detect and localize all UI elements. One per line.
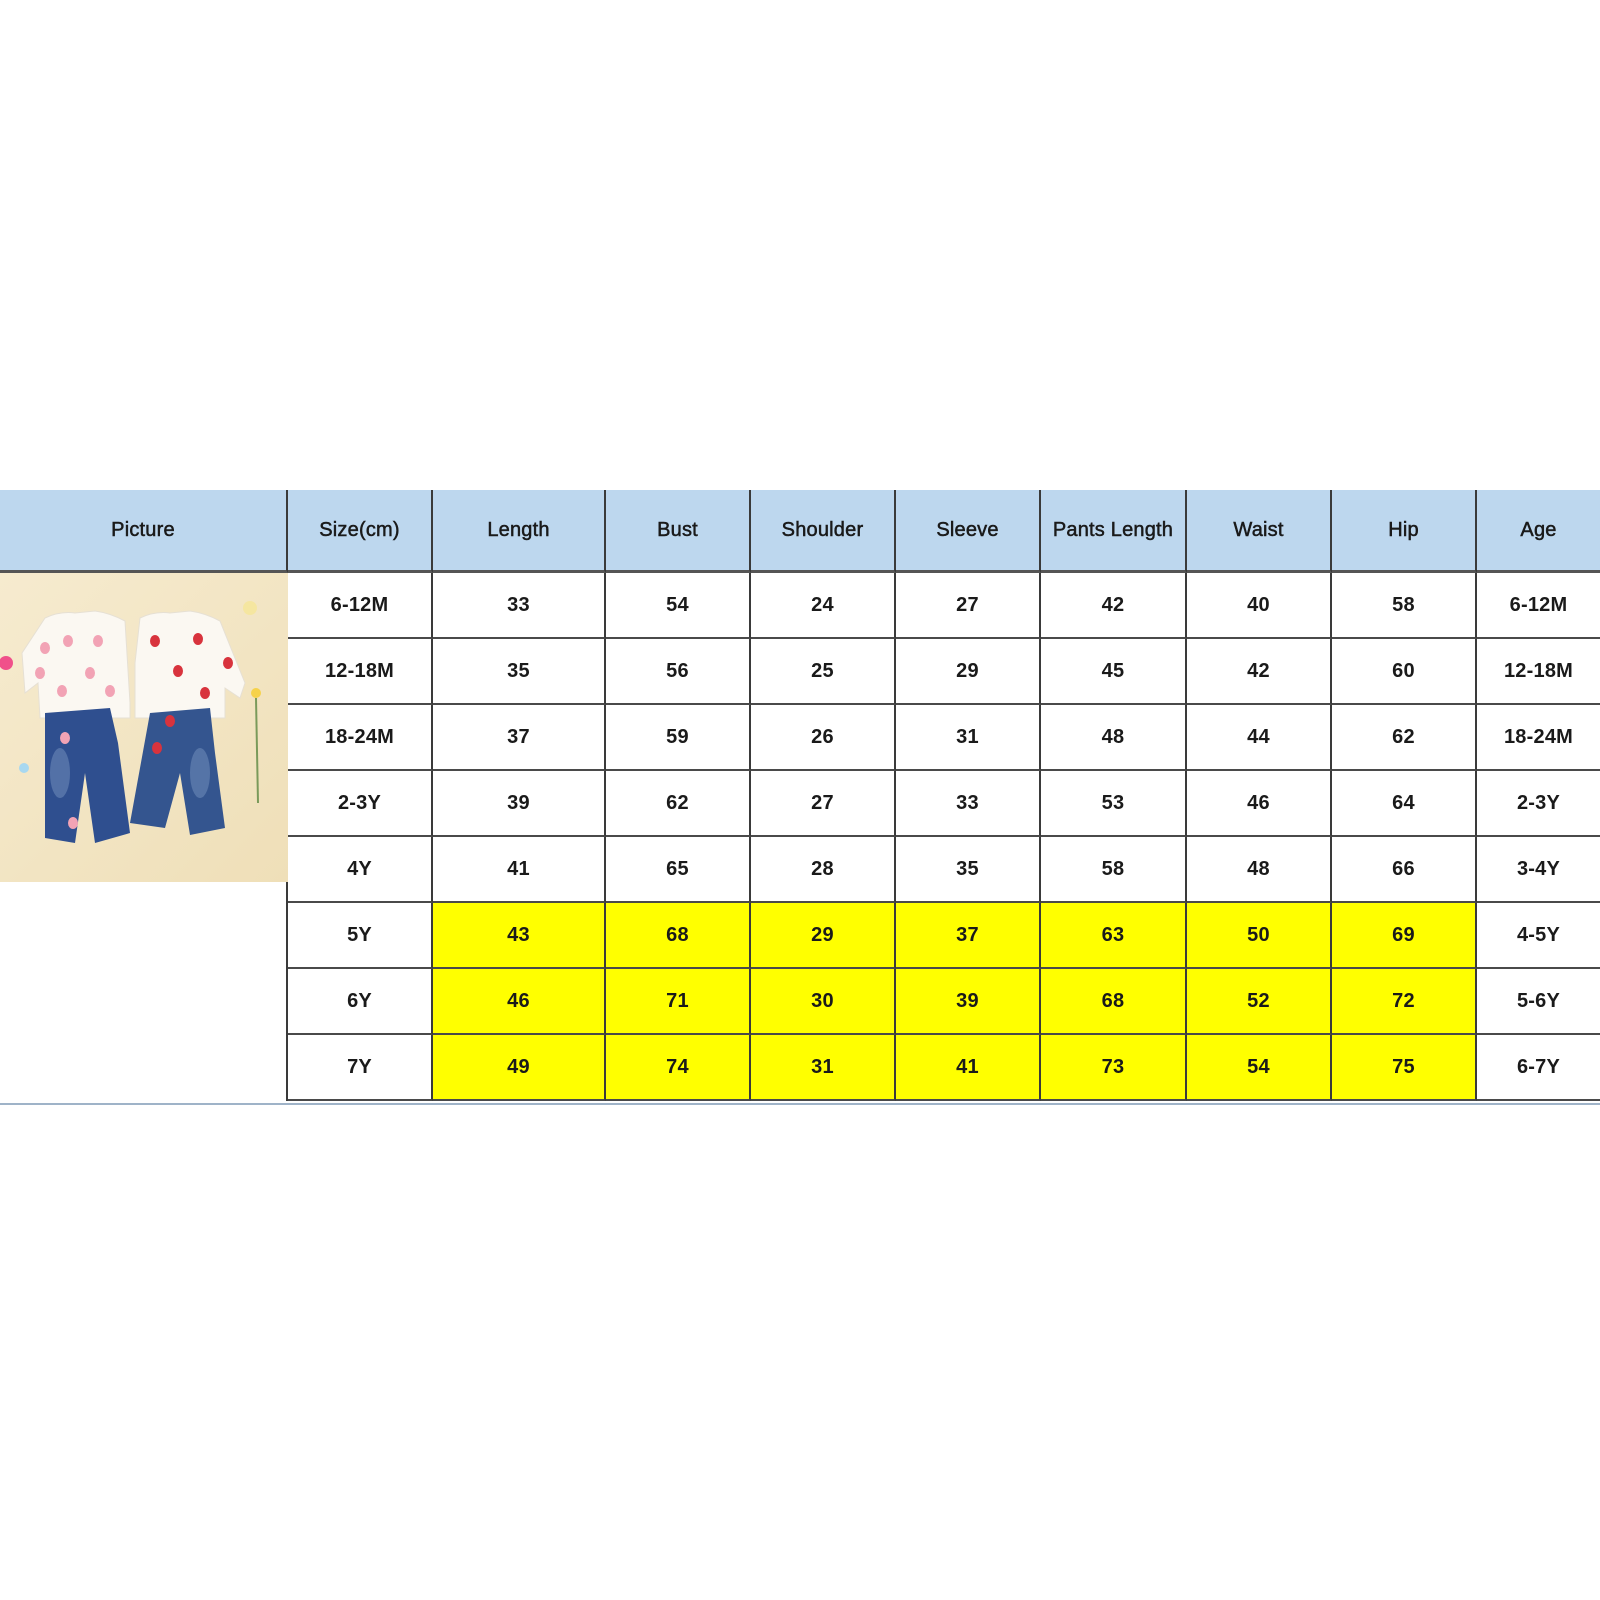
- cell-hip: 62: [1332, 705, 1477, 771]
- cell-age: 18-24M: [1477, 705, 1600, 771]
- cell-sleeve: 31: [896, 705, 1041, 771]
- cell-length: 46: [433, 969, 606, 1035]
- column-header: Pants Length: [1041, 490, 1187, 573]
- cell-bust: 71: [606, 969, 751, 1035]
- cell-pants-length: 73: [1041, 1035, 1187, 1101]
- cell-age: 12-18M: [1477, 639, 1600, 705]
- cell-length: 35: [433, 639, 606, 705]
- table-row: 5Y 43 68 29 37 63 50 69 4-5Y: [0, 903, 1600, 969]
- cell-shoulder: 31: [751, 1035, 896, 1101]
- product-photo: [0, 573, 288, 882]
- cell-length: 39: [433, 771, 606, 837]
- cell-bust: 56: [606, 639, 751, 705]
- cell-pants-length: 53: [1041, 771, 1187, 837]
- cell-hip: 72: [1332, 969, 1477, 1035]
- cell-size: 6-12M: [288, 573, 433, 639]
- cell-size: 7Y: [288, 1035, 433, 1101]
- cell-pants-length: 58: [1041, 837, 1187, 903]
- column-header: Shoulder: [751, 490, 896, 573]
- picture-cell: [0, 1035, 288, 1101]
- header-row: Picture Size(cm) Length Bust Shoulder Sleeve P…: [0, 490, 1600, 573]
- cell-waist: 52: [1187, 969, 1332, 1035]
- column-header: Waist: [1187, 490, 1332, 573]
- column-header: Length: [433, 490, 606, 573]
- cell-hip: 66: [1332, 837, 1477, 903]
- cell-pants-length: 48: [1041, 705, 1187, 771]
- cell-bust: 54: [606, 573, 751, 639]
- table-row: 7Y 49 74 31 41 73 54 75 6-7Y: [0, 1035, 1600, 1101]
- cell-length: 33: [433, 573, 606, 639]
- cell-length: 49: [433, 1035, 606, 1101]
- table-bottom-border: [0, 1103, 1600, 1105]
- cell-bust: 65: [606, 837, 751, 903]
- cell-size: 4Y: [288, 837, 433, 903]
- cell-waist: 44: [1187, 705, 1332, 771]
- cell-waist: 46: [1187, 771, 1332, 837]
- cell-pants-length: 63: [1041, 903, 1187, 969]
- cell-waist: 48: [1187, 837, 1332, 903]
- picture-cell: [0, 969, 288, 1035]
- cell-age: 6-7Y: [1477, 1035, 1600, 1101]
- column-header: Bust: [606, 490, 751, 573]
- picture-cell: [0, 903, 288, 969]
- cell-hip: 75: [1332, 1035, 1477, 1101]
- cell-length: 43: [433, 903, 606, 969]
- cell-age: 3-4Y: [1477, 837, 1600, 903]
- cell-bust: 74: [606, 1035, 751, 1101]
- cell-bust: 59: [606, 705, 751, 771]
- column-header: Sleeve: [896, 490, 1041, 573]
- cell-sleeve: 27: [896, 573, 1041, 639]
- cell-waist: 54: [1187, 1035, 1332, 1101]
- cell-hip: 58: [1332, 573, 1477, 639]
- cell-age: 6-12M: [1477, 573, 1600, 639]
- cell-bust: 68: [606, 903, 751, 969]
- cell-pants-length: 42: [1041, 573, 1187, 639]
- column-header: Age: [1477, 490, 1600, 573]
- cell-age: 2-3Y: [1477, 771, 1600, 837]
- cell-age: 4-5Y: [1477, 903, 1600, 969]
- cell-hip: 64: [1332, 771, 1477, 837]
- cell-sleeve: 37: [896, 903, 1041, 969]
- table-row: 12-18M 35 56 25 29 45 42 60 12-18M: [0, 639, 1600, 705]
- cell-shoulder: 24: [751, 573, 896, 639]
- product-illustration: [0, 601, 261, 843]
- size-chart-table: Picture Size(cm) Length Bust Shoulder Sleeve P…: [0, 490, 1600, 1101]
- cell-sleeve: 29: [896, 639, 1041, 705]
- cell-shoulder: 26: [751, 705, 896, 771]
- cell-size: 18-24M: [288, 705, 433, 771]
- cell-shoulder: 28: [751, 837, 896, 903]
- cell-sleeve: 35: [896, 837, 1041, 903]
- cell-sleeve: 39: [896, 969, 1041, 1035]
- cell-sleeve: 33: [896, 771, 1041, 837]
- column-header: Picture: [0, 490, 288, 573]
- cell-sleeve: 41: [896, 1035, 1041, 1101]
- cell-length: 37: [433, 705, 606, 771]
- cell-size: 2-3Y: [288, 771, 433, 837]
- cell-pants-length: 68: [1041, 969, 1187, 1035]
- column-header: Size(cm): [288, 490, 433, 573]
- table-row: 18-24M 37 59 26 31 48 44 62 18-24M: [0, 705, 1600, 771]
- cell-shoulder: 27: [751, 771, 896, 837]
- table-row: 6-12M 33 54 24 27 42 40 58 6-12M: [0, 573, 1600, 639]
- cell-hip: 60: [1332, 639, 1477, 705]
- cell-waist: 40: [1187, 573, 1332, 639]
- cell-length: 41: [433, 837, 606, 903]
- cell-hip: 69: [1332, 903, 1477, 969]
- cell-bust: 62: [606, 771, 751, 837]
- cell-size: 5Y: [288, 903, 433, 969]
- cell-age: 5-6Y: [1477, 969, 1600, 1035]
- cell-size: 6Y: [288, 969, 433, 1035]
- cell-waist: 42: [1187, 639, 1332, 705]
- cell-waist: 50: [1187, 903, 1332, 969]
- cell-size: 12-18M: [288, 639, 433, 705]
- cell-shoulder: 29: [751, 903, 896, 969]
- table-row: 4Y 41 65 28 35 58 48 66 3-4Y: [0, 837, 1600, 903]
- table-row: 6Y 46 71 30 39 68 52 72 5-6Y: [0, 969, 1600, 1035]
- cell-shoulder: 25: [751, 639, 896, 705]
- cell-pants-length: 45: [1041, 639, 1187, 705]
- column-header: Hip: [1332, 490, 1477, 573]
- cell-shoulder: 30: [751, 969, 896, 1035]
- table-row: 2-3Y 39 62 27 33 53 46 64 2-3Y: [0, 771, 1600, 837]
